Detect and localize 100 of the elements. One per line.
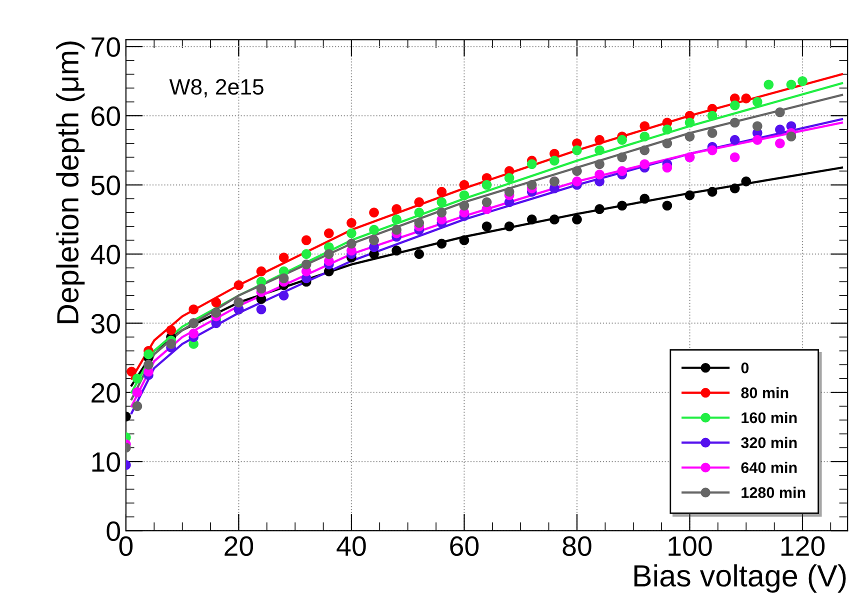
point [572, 176, 582, 186]
point [741, 176, 752, 186]
point [436, 208, 447, 218]
legend-label: 320 min [741, 436, 797, 448]
point [459, 190, 470, 200]
point [662, 138, 672, 148]
legend-label: 1280 min [742, 486, 806, 498]
point [775, 107, 785, 118]
y-axis-title: Depletion depth (μm) [56, 42, 85, 324]
point [346, 228, 356, 238]
point [459, 200, 470, 211]
point [482, 221, 492, 232]
y-tick-label: 20 [92, 383, 120, 403]
point [504, 186, 514, 197]
point [684, 190, 695, 200]
point [459, 180, 470, 190]
point [594, 170, 604, 180]
point [436, 197, 447, 208]
point [730, 135, 740, 145]
point [662, 162, 672, 173]
point [392, 204, 402, 214]
point [324, 249, 334, 259]
annotation: W8, 2e15 [169, 78, 264, 98]
point [617, 152, 627, 162]
point [436, 238, 447, 249]
point [301, 235, 312, 246]
point [594, 135, 604, 145]
x-tick-label: 100 [668, 536, 712, 556]
point [278, 252, 289, 262]
x-tick-label: 0 [119, 536, 133, 556]
point [278, 273, 289, 284]
point [301, 249, 312, 259]
point [764, 80, 774, 90]
point [684, 132, 695, 142]
point [594, 145, 604, 156]
point [482, 180, 492, 190]
point [278, 290, 289, 300]
point [640, 132, 650, 142]
y-tick-label: 0 [106, 521, 120, 542]
point [775, 124, 785, 134]
legend-label: 160 min [742, 412, 797, 424]
point [640, 145, 650, 156]
point [504, 221, 514, 232]
point [786, 132, 796, 142]
point [144, 349, 154, 360]
y-tick-label: 10 [92, 452, 120, 472]
point [730, 100, 740, 110]
point [730, 183, 740, 194]
point [346, 218, 356, 228]
y-tick-label: 50 [91, 176, 120, 196]
point [436, 186, 447, 197]
point [132, 374, 142, 384]
point [752, 96, 762, 107]
point [617, 200, 627, 211]
legend-label: 640 min [741, 462, 797, 474]
point [798, 76, 808, 86]
point [369, 208, 379, 218]
point [504, 173, 514, 183]
point [730, 152, 740, 162]
point [414, 208, 424, 218]
point [301, 260, 312, 270]
point [730, 118, 740, 128]
y-tick-label: 40 [90, 244, 120, 264]
x-tick-label: 20 [224, 536, 254, 556]
point [786, 80, 796, 90]
point [414, 218, 424, 228]
x-tick-label: 40 [336, 536, 366, 556]
legend-label: 80 min [741, 387, 788, 398]
point [707, 186, 718, 197]
point [256, 266, 266, 276]
point [752, 135, 762, 145]
point [707, 110, 718, 121]
point [741, 94, 752, 104]
point [526, 180, 537, 190]
point [752, 121, 762, 132]
x-axis-title: Bias voltage (V) [634, 564, 846, 593]
point [392, 246, 402, 256]
point [526, 214, 537, 224]
point [775, 138, 785, 148]
point [594, 204, 604, 214]
point [188, 304, 199, 314]
point [526, 159, 537, 170]
point [572, 214, 582, 224]
point [662, 200, 672, 211]
x-tick-label: 60 [450, 536, 479, 556]
point [188, 328, 199, 338]
point [617, 166, 627, 176]
point [459, 235, 470, 246]
point [256, 284, 266, 294]
x-tick-label: 120 [781, 536, 825, 556]
point [572, 145, 582, 156]
point [662, 124, 672, 134]
point [684, 118, 695, 128]
point [369, 224, 379, 235]
point [234, 280, 244, 290]
point [572, 166, 582, 176]
y-tick-label: 70 [92, 37, 120, 57]
point [482, 197, 492, 208]
point [414, 197, 424, 208]
point [550, 214, 560, 224]
